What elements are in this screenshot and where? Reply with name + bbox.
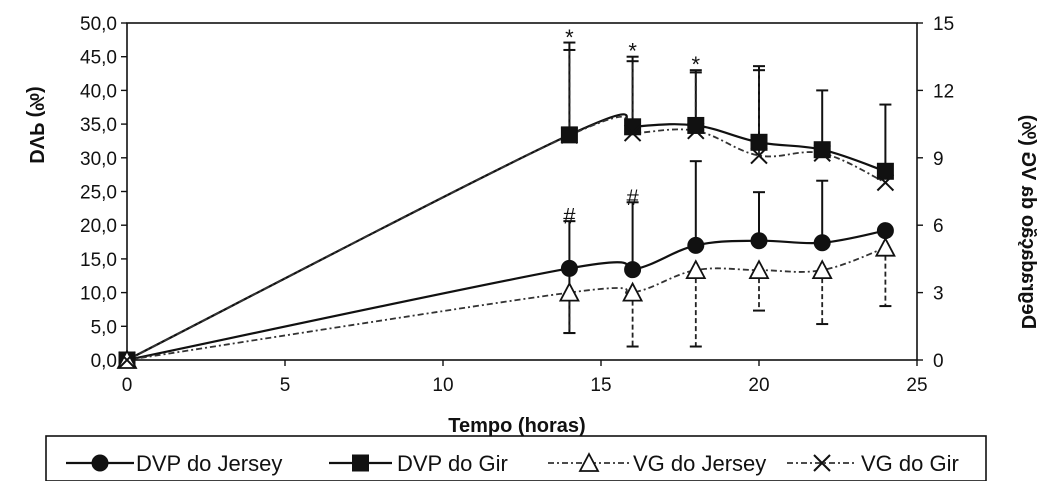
marker-dvp-do-jersey [750, 232, 768, 250]
y-left-tick-label: 10,0 [80, 284, 117, 305]
series-layer [126, 113, 886, 362]
y-right-axis-title: Degradação da VG (%) [1017, 115, 1039, 330]
significance-asterisk: * [628, 39, 637, 64]
legend-marker [578, 452, 600, 472]
significance-asterisk: * [692, 52, 701, 77]
y-right-tick-label: 6 [933, 216, 944, 237]
series-line-vg-do-gir [126, 115, 886, 361]
x-marker-stroke [813, 144, 831, 163]
marker-vg-do-gir [560, 126, 579, 145]
x-tick-label: 20 [748, 375, 769, 396]
tick-labels: 0,05,010,015,020,025,030,035,040,045,050… [80, 14, 954, 396]
marker-dvp-do-jersey [624, 261, 642, 279]
marker-dvp-do-gir [876, 162, 894, 180]
x-axis-title: Tempo (horas) [448, 415, 585, 437]
x-tick-label: 15 [590, 375, 611, 396]
y-right-tick-label: 3 [933, 284, 944, 305]
y-left-tick-label: 0,0 [91, 351, 117, 372]
marker-vg-do-jersey [748, 259, 770, 280]
annotations: * * * # # [563, 25, 700, 229]
y-left-tick-label: 20,0 [80, 216, 117, 237]
legend-item-dvp-do-jersey: DVP do Jersey [66, 451, 282, 476]
legend-label: VG do Jersey [633, 451, 766, 476]
plot-frame [126, 22, 918, 361]
axis-titles: Tempo (horas) DVP (%) Degradação da VG (%) [25, 86, 1039, 437]
x-marker-stroke [623, 124, 642, 142]
legend-marker [813, 454, 831, 472]
marker-vg-do-jersey [622, 281, 644, 302]
x-marker-stroke [750, 146, 768, 165]
legend: DVP do Jersey DVP do Gir VG do Jersey VG do… [45, 435, 987, 482]
marker-dvp-do-gir [624, 118, 642, 136]
markers [116, 116, 896, 369]
legend-label: VG do Gir [861, 451, 959, 476]
series-line-vg-do-jersey [126, 246, 886, 361]
significance-hash: # [563, 204, 576, 229]
plot-border [126, 22, 918, 361]
y-left-tick-label: 45,0 [80, 48, 117, 69]
y-left-tick-label: 50,0 [80, 14, 117, 35]
significance-asterisk: * [565, 25, 574, 50]
legend-marker [91, 454, 109, 472]
y-left-tick-label: 35,0 [80, 115, 117, 136]
marker-dvp-do-gir [687, 116, 705, 134]
marker-vg-do-jersey [811, 259, 833, 280]
y-right-tick-label: 0 [933, 351, 944, 372]
y-right-tick-label: 9 [933, 149, 944, 170]
axes [121, 22, 923, 366]
marker-dvp-do-gir [750, 133, 768, 151]
marker-dvp-do-jersey [876, 222, 894, 240]
marker-vg-do-gir [876, 173, 895, 192]
legend-item-vg-do-gir: VG do Gir [787, 451, 959, 476]
marker-vg-do-jersey [874, 236, 896, 257]
y-right-tick-label: 12 [933, 81, 954, 102]
x-marker-stroke [687, 122, 705, 140]
x-marker-stroke [876, 173, 895, 192]
marker-dvp-do-jersey [813, 234, 831, 252]
marker-vg-do-gir [813, 144, 831, 163]
marker-dvp-do-jersey [560, 259, 578, 277]
y-left-tick-label: 40,0 [80, 81, 117, 102]
y-left-tick-label: 25,0 [80, 183, 117, 204]
legend-item-vg-do-jersey: VG do Jersey [548, 451, 766, 476]
series-line-dvp-do-gir [126, 113, 886, 361]
y-left-axis-title: DVP (%) [25, 86, 47, 163]
x-tick-label: 10 [432, 375, 453, 396]
legend-box [45, 435, 987, 482]
x-marker-stroke [560, 126, 579, 145]
y-left-tick-label: 15,0 [80, 250, 117, 271]
x-tick-label: 5 [280, 375, 291, 396]
x-marker-stroke [813, 454, 831, 472]
error-bars [563, 41, 892, 348]
x-marker-stroke [118, 351, 136, 369]
marker-vg-do-gir [118, 351, 136, 369]
legend-label: DVP do Gir [397, 451, 508, 476]
significance-hash: # [626, 185, 639, 210]
x-tick-label: 0 [122, 375, 133, 396]
marker-vg-do-jersey [558, 281, 580, 302]
y-left-tick-label: 30,0 [80, 149, 117, 170]
marker-vg-do-jersey [685, 259, 707, 280]
marker-vg-do-gir [750, 146, 768, 165]
y-left-tick-label: 5,0 [91, 317, 117, 338]
y-right-tick-label: 15 [933, 14, 954, 35]
legend-item-dvp-do-gir: DVP do Gir [329, 451, 508, 476]
marker-dvp-do-gir [813, 141, 831, 159]
marker-vg-do-gir [687, 122, 705, 140]
marker-vg-do-gir [623, 124, 642, 142]
legend-label: DVP do Jersey [136, 451, 282, 476]
x-tick-label: 25 [906, 375, 927, 396]
marker-dvp-do-jersey [687, 236, 705, 254]
legend-marker [352, 454, 369, 472]
series-line-dvp-do-jersey [126, 229, 886, 362]
